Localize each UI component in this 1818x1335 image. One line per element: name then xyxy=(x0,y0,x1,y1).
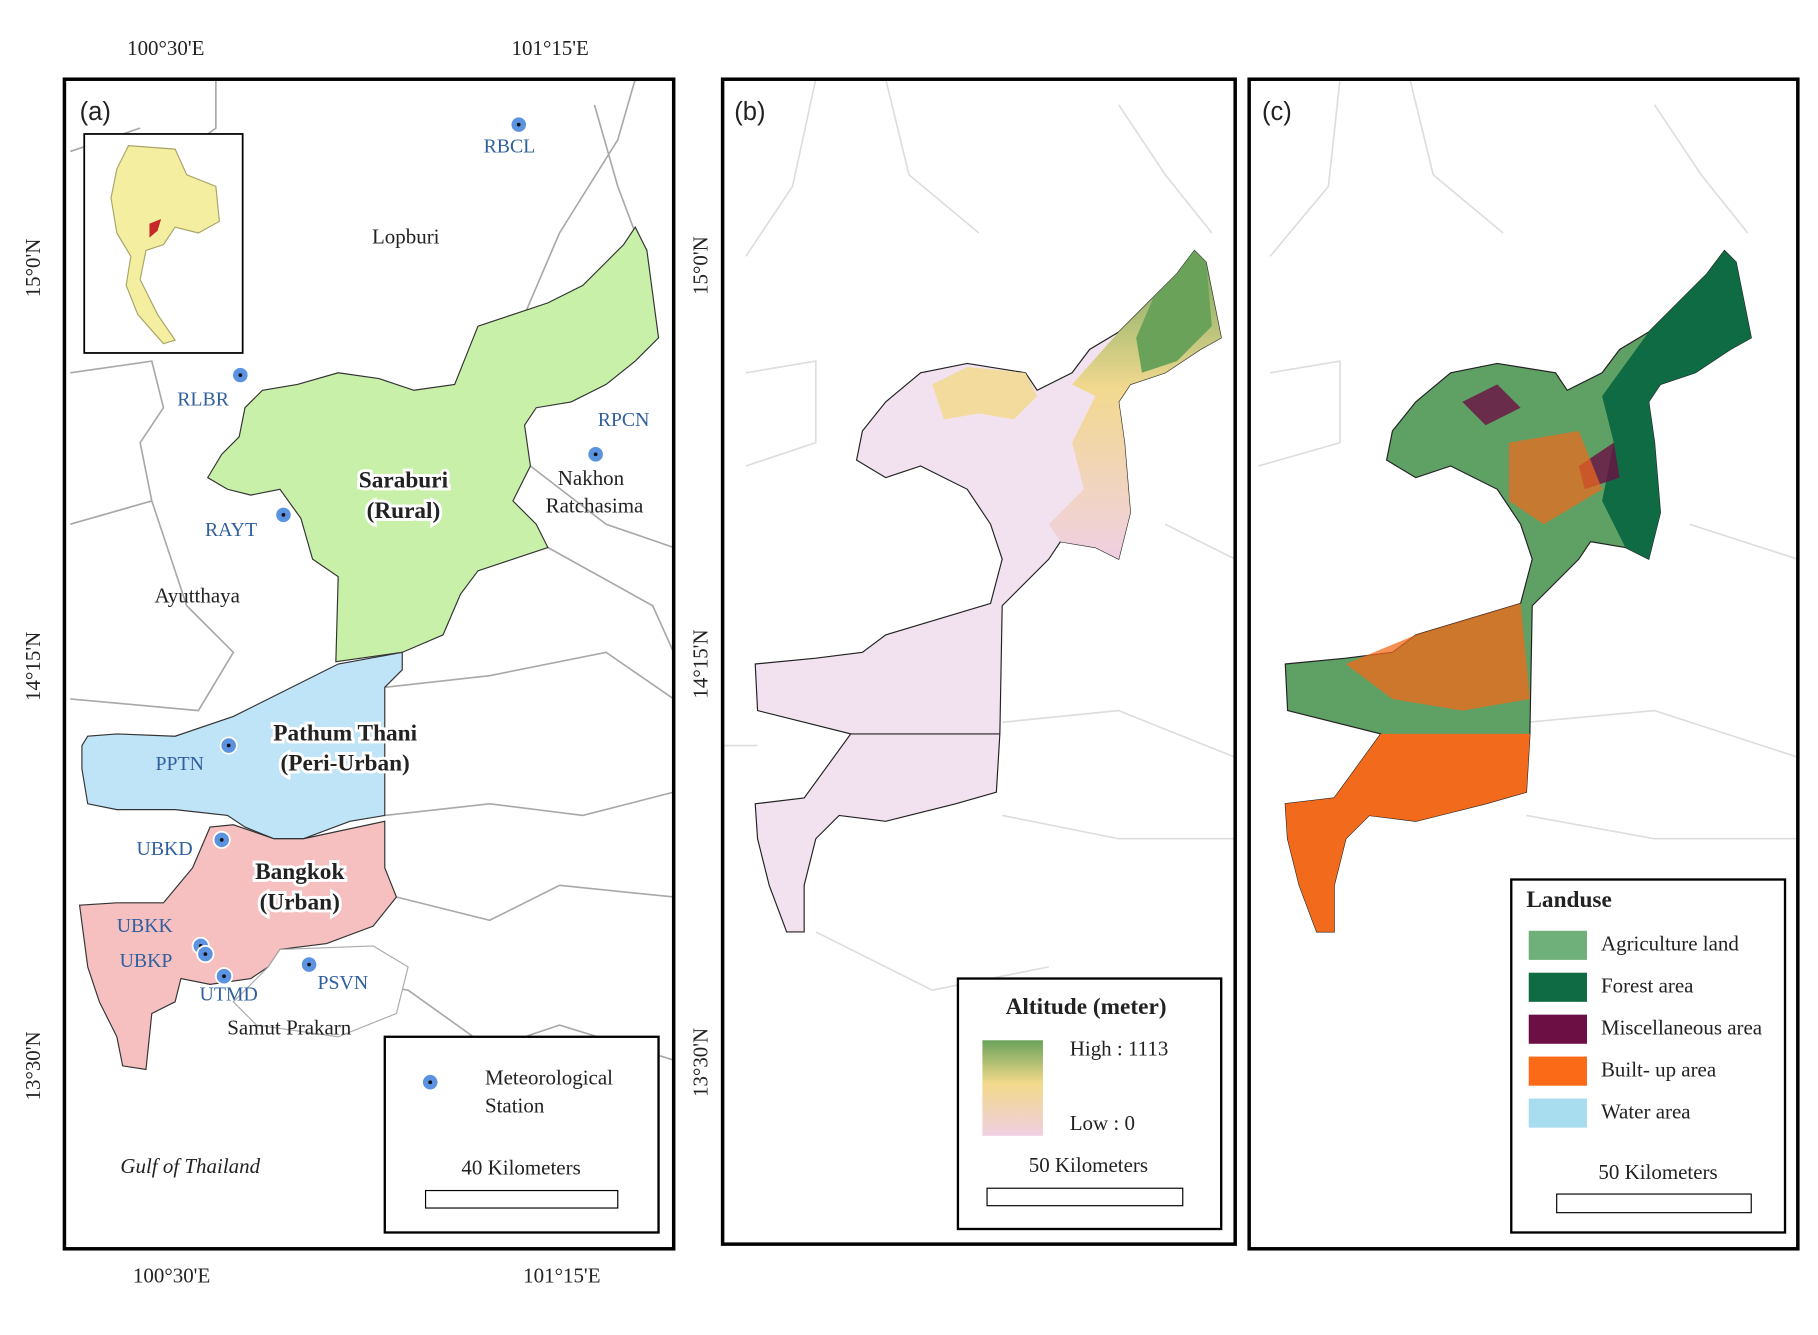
scale-bar xyxy=(424,1189,619,1209)
left-axis-label: 13°30'N xyxy=(689,1028,713,1097)
station-label: RLBR xyxy=(177,388,230,410)
legend-label: High : 1113 xyxy=(1070,1037,1169,1061)
station-dot xyxy=(219,838,224,842)
station-label: RPCN xyxy=(598,409,650,431)
zone-name: Saraburi xyxy=(359,468,449,494)
zone-name: Bangkok xyxy=(255,859,344,885)
panel-c-frame xyxy=(1247,77,1800,1251)
station-dot xyxy=(281,513,286,517)
scale-bar xyxy=(1556,1193,1752,1214)
scale-label: 40 Kilometers xyxy=(461,1155,580,1179)
station-label: PPTN xyxy=(156,753,204,775)
station-dot xyxy=(593,452,598,457)
legend-title: Landuse xyxy=(1526,887,1611,913)
place-label: Ratchasima xyxy=(546,494,644,518)
station-label: RBCL xyxy=(484,135,536,157)
scale-bar xyxy=(986,1187,1184,1207)
panel-c-map xyxy=(1258,79,1798,933)
station-dot xyxy=(226,743,231,748)
panel-a-frame xyxy=(62,77,676,1251)
station-dot xyxy=(203,952,208,956)
labels: (a) (b) (c) 100°30'E 101°15'E 100°30'E 101°15'… xyxy=(21,36,1787,1288)
left-axis-label: 15°0'N xyxy=(21,239,45,298)
inset xyxy=(83,133,244,354)
panel-b-map xyxy=(722,79,1236,992)
top-axis-label: 101°15'E xyxy=(512,36,589,60)
bottom-axis-label: 100°30'E xyxy=(133,1264,210,1288)
legend-label: Forest area xyxy=(1601,974,1694,998)
place-label: Nakhon xyxy=(558,466,625,490)
panel-label: (a) xyxy=(80,98,111,126)
legend-title: Altitude (meter) xyxy=(1006,994,1167,1020)
station-label: UBKD xyxy=(137,838,193,860)
place-label: Ayutthaya xyxy=(155,583,241,607)
bottom-axis-label: 101°15'E xyxy=(523,1264,600,1288)
zone-type: (Urban) xyxy=(260,889,340,915)
altitude-ramp xyxy=(982,1040,1043,1136)
place-label: Gulf of Thailand xyxy=(120,1154,260,1178)
station-dot xyxy=(238,373,243,377)
legend-label: Low : 0 xyxy=(1070,1111,1135,1135)
left-axis-label: 13°30'N xyxy=(21,1031,45,1100)
legend-dot xyxy=(428,1080,433,1085)
panel-b-frame xyxy=(720,77,1237,1246)
station-label: UBKP xyxy=(120,950,173,972)
scale-label: 50 Kilometers xyxy=(1029,1153,1148,1177)
panel-label: (c) xyxy=(1262,98,1292,126)
zone-type: (Rural) xyxy=(367,498,441,524)
legend-label: Agriculture land xyxy=(1601,932,1739,956)
station-label: RAYT xyxy=(205,519,257,541)
scale-label: 50 Kilometers xyxy=(1598,1160,1717,1184)
panel-label: (b) xyxy=(734,98,765,126)
station-dot xyxy=(307,962,311,967)
station-label: PSVN xyxy=(318,972,369,994)
legend-swatch xyxy=(1528,930,1587,960)
station-label: UTMD xyxy=(200,984,258,1006)
legend-label: Miscellaneous area xyxy=(1601,1016,1763,1040)
panel-a-map xyxy=(69,79,674,1071)
station-label: UBKK xyxy=(117,915,174,937)
legend-label: Water area xyxy=(1601,1099,1691,1123)
legend-swatch xyxy=(1528,1098,1587,1128)
legend-swatch xyxy=(1528,1014,1587,1044)
zone-type: (Peri-Urban) xyxy=(281,751,410,777)
top-axis-label: 100°30'E xyxy=(127,36,204,60)
left-axis-label: 14°15'N xyxy=(689,629,713,698)
legend-label: Station xyxy=(485,1094,545,1118)
place-label: Samut Prakarn xyxy=(227,1016,351,1040)
legend-label: Meteorological xyxy=(485,1066,613,1090)
legend-swatch xyxy=(1528,1056,1587,1086)
legend-label: Built- up area xyxy=(1601,1058,1717,1082)
place-label: Lopburi xyxy=(372,225,440,249)
legend-swatch xyxy=(1528,972,1587,1002)
left-axis-label: 15°0'N xyxy=(689,236,713,295)
station-dot xyxy=(222,974,226,979)
station-dot xyxy=(516,122,521,127)
left-axis-label: 14°15'N xyxy=(21,632,45,701)
zone-name: Pathum Thani xyxy=(273,720,417,746)
